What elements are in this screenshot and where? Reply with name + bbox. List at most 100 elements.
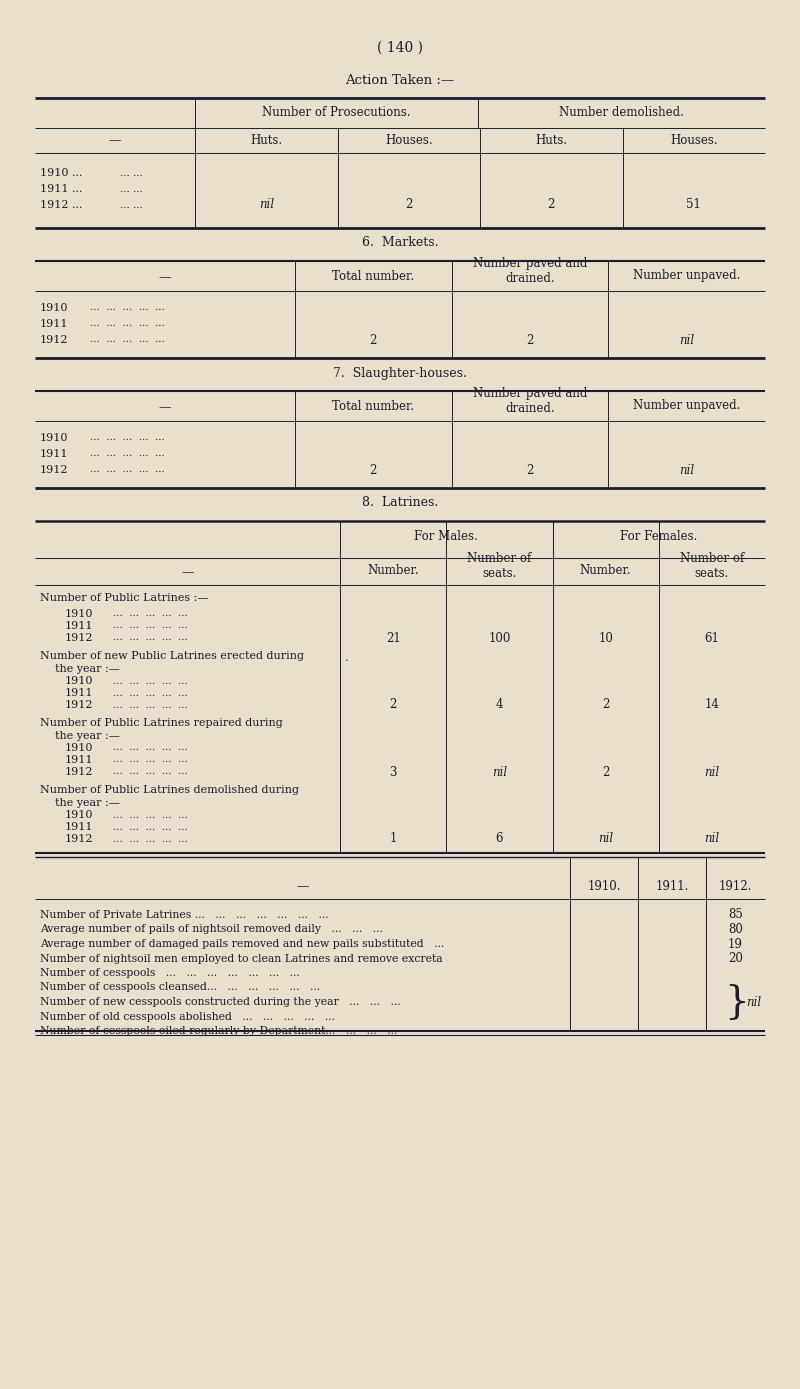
Text: ...  ...  ...  ...  ...: ... ... ... ... ... bbox=[90, 450, 165, 458]
Text: 2: 2 bbox=[390, 699, 397, 711]
Text: ...  ...  ...  ...  ...: ... ... ... ... ... bbox=[113, 676, 188, 686]
Text: the year :—: the year :— bbox=[55, 799, 120, 808]
Text: Number of old cesspools abolished   ...   ...   ...   ...   ...: Number of old cesspools abolished ... ..… bbox=[40, 1011, 335, 1021]
Text: ... ...: ... ... bbox=[120, 185, 142, 193]
Text: 2: 2 bbox=[370, 333, 377, 346]
Text: 1912.: 1912. bbox=[719, 881, 752, 893]
Text: ... ...: ... ... bbox=[120, 200, 142, 210]
Text: Number.: Number. bbox=[580, 564, 631, 578]
Text: 1910.: 1910. bbox=[587, 881, 621, 893]
Text: Number of
seats.: Number of seats. bbox=[467, 551, 531, 581]
Text: .: . bbox=[345, 653, 349, 663]
Text: 10: 10 bbox=[598, 632, 613, 644]
Text: 1910: 1910 bbox=[40, 303, 69, 313]
Text: Huts.: Huts. bbox=[535, 135, 567, 147]
Text: 1912: 1912 bbox=[65, 767, 94, 776]
Text: For Males.: For Males. bbox=[414, 529, 478, 543]
Text: Houses.: Houses. bbox=[385, 135, 433, 147]
Text: nil: nil bbox=[598, 832, 613, 846]
Text: ...  ...  ...  ...  ...: ... ... ... ... ... bbox=[90, 304, 165, 313]
Text: 1912: 1912 bbox=[40, 465, 69, 475]
Text: Number paved and
drained.: Number paved and drained. bbox=[473, 388, 587, 415]
Text: 2: 2 bbox=[526, 464, 534, 476]
Text: ... ...: ... ... bbox=[120, 168, 142, 178]
Text: ...  ...  ...  ...  ...: ... ... ... ... ... bbox=[113, 768, 188, 776]
Text: 1911: 1911 bbox=[65, 688, 94, 699]
Text: 1912: 1912 bbox=[40, 335, 69, 344]
Text: 1910 ...: 1910 ... bbox=[40, 168, 82, 178]
Text: —: — bbox=[158, 271, 171, 285]
Text: 19: 19 bbox=[728, 938, 743, 950]
Text: ...  ...  ...  ...  ...: ... ... ... ... ... bbox=[113, 811, 188, 820]
Text: ...  ...  ...  ...  ...: ... ... ... ... ... bbox=[90, 465, 165, 475]
Text: ( 140 ): ( 140 ) bbox=[377, 42, 423, 56]
Text: ...  ...  ...  ...  ...: ... ... ... ... ... bbox=[90, 319, 165, 329]
Text: Number of cesspools cleansed...   ...   ...   ...   ...   ...: Number of cesspools cleansed... ... ... … bbox=[40, 982, 320, 993]
Text: 1912: 1912 bbox=[65, 833, 94, 845]
Text: Number of cesspools   ...   ...   ...   ...   ...   ...   ...: Number of cesspools ... ... ... ... ... … bbox=[40, 968, 300, 978]
Text: Average number of pails of nightsoil removed daily   ...   ...   ...: Average number of pails of nightsoil rem… bbox=[40, 925, 383, 935]
Text: Number of new cesspools constructed during the year   ...   ...   ...: Number of new cesspools constructed duri… bbox=[40, 997, 401, 1007]
Text: 80: 80 bbox=[728, 924, 743, 936]
Text: 1912: 1912 bbox=[65, 700, 94, 710]
Text: 2: 2 bbox=[370, 464, 377, 476]
Text: Number of nightsoil men employed to clean Latrines and remove excreta: Number of nightsoil men employed to clea… bbox=[40, 953, 442, 964]
Text: 1911: 1911 bbox=[65, 621, 94, 631]
Text: 7.  Slaughter-houses.: 7. Slaughter-houses. bbox=[333, 367, 467, 379]
Text: Number.: Number. bbox=[367, 564, 419, 578]
Text: 1910: 1910 bbox=[65, 676, 94, 686]
Text: Average number of damaged pails removed and new pails substituted   ...: Average number of damaged pails removed … bbox=[40, 939, 444, 949]
Text: Number of Public Latrines repaired during: Number of Public Latrines repaired durin… bbox=[40, 718, 282, 728]
Text: Huts.: Huts. bbox=[250, 135, 282, 147]
Text: nil: nil bbox=[704, 832, 719, 846]
Text: Number paved and
drained.: Number paved and drained. bbox=[473, 257, 587, 285]
Text: 1911 ...: 1911 ... bbox=[40, 183, 82, 194]
Text: 4: 4 bbox=[496, 699, 503, 711]
Text: 1911.: 1911. bbox=[655, 881, 689, 893]
Text: —: — bbox=[158, 401, 171, 414]
Text: 1911: 1911 bbox=[65, 756, 94, 765]
Text: nil: nil bbox=[679, 464, 694, 476]
Text: 3: 3 bbox=[390, 765, 397, 778]
Text: Total number.: Total number. bbox=[332, 400, 414, 413]
Text: ...  ...  ...  ...  ...: ... ... ... ... ... bbox=[90, 336, 165, 344]
Text: 2: 2 bbox=[405, 199, 413, 211]
Text: 1912: 1912 bbox=[65, 633, 94, 643]
Text: the year :—: the year :— bbox=[55, 731, 120, 740]
Text: ...  ...  ...  ...  ...: ... ... ... ... ... bbox=[113, 756, 188, 764]
Text: Number unpaved.: Number unpaved. bbox=[633, 269, 740, 282]
Text: Number of new Public Latrines erected during: Number of new Public Latrines erected du… bbox=[40, 651, 304, 661]
Text: 100: 100 bbox=[488, 632, 510, 644]
Text: ...  ...  ...  ...  ...: ... ... ... ... ... bbox=[113, 610, 188, 618]
Text: 6.  Markets.: 6. Markets. bbox=[362, 236, 438, 250]
Text: }: } bbox=[724, 983, 749, 1021]
Text: ...  ...  ...  ...  ...: ... ... ... ... ... bbox=[113, 822, 188, 832]
Text: nil: nil bbox=[258, 199, 274, 211]
Text: 1912 ...: 1912 ... bbox=[40, 200, 82, 210]
Text: Number of cesspools oiled regularly by Department...   ...   ...   ...: Number of cesspools oiled regularly by D… bbox=[40, 1026, 398, 1036]
Text: 2: 2 bbox=[602, 699, 610, 711]
Text: —: — bbox=[296, 881, 309, 893]
Text: 1910: 1910 bbox=[40, 433, 69, 443]
Text: ...  ...  ...  ...  ...: ... ... ... ... ... bbox=[90, 433, 165, 443]
Text: Number unpaved.: Number unpaved. bbox=[633, 400, 740, 413]
Text: ...  ...  ...  ...  ...: ... ... ... ... ... bbox=[113, 700, 188, 710]
Text: Houses.: Houses. bbox=[670, 135, 718, 147]
Text: Number demolished.: Number demolished. bbox=[559, 107, 684, 119]
Text: 1911: 1911 bbox=[65, 822, 94, 832]
Text: ...  ...  ...  ...  ...: ... ... ... ... ... bbox=[113, 689, 188, 697]
Text: 85: 85 bbox=[728, 908, 743, 921]
Text: 1911: 1911 bbox=[40, 319, 69, 329]
Text: 1910: 1910 bbox=[65, 743, 94, 753]
Text: 8.  Latrines.: 8. Latrines. bbox=[362, 496, 438, 510]
Text: 1: 1 bbox=[390, 832, 397, 846]
Text: 20: 20 bbox=[728, 951, 743, 965]
Text: Number of Public Latrines :—: Number of Public Latrines :— bbox=[40, 593, 209, 603]
Text: 21: 21 bbox=[386, 632, 401, 644]
Text: 51: 51 bbox=[686, 199, 701, 211]
Text: 2: 2 bbox=[602, 765, 610, 778]
Text: the year :—: the year :— bbox=[55, 664, 120, 674]
Text: Number of
seats.: Number of seats. bbox=[680, 551, 744, 581]
Text: 14: 14 bbox=[705, 699, 719, 711]
Text: Total number.: Total number. bbox=[332, 269, 414, 282]
